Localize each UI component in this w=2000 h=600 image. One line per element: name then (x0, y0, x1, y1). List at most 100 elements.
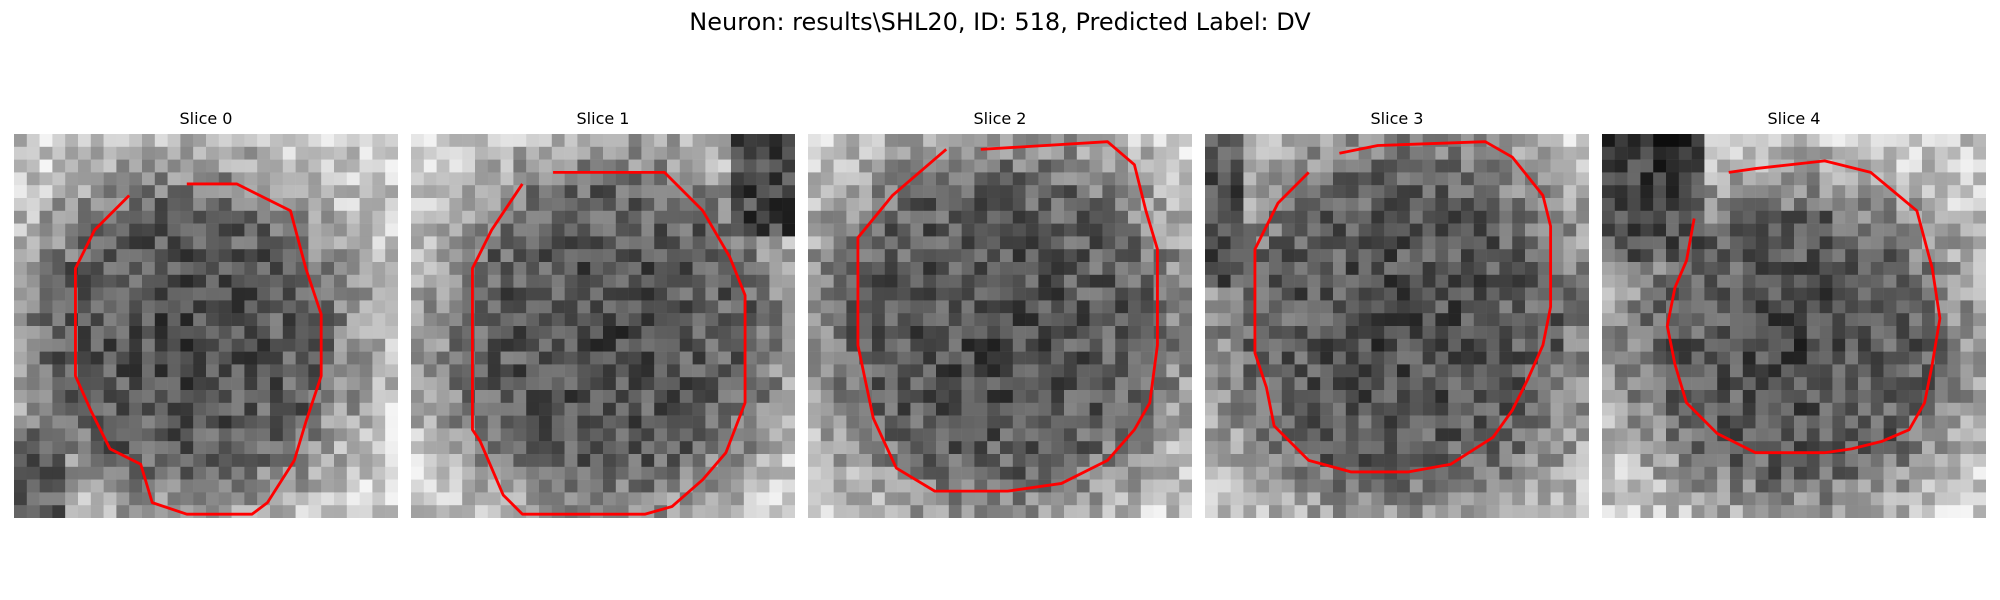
pixel (1140, 249, 1154, 263)
pixel (487, 134, 501, 148)
pixel (718, 172, 732, 186)
pixel (1973, 441, 1986, 455)
pixel (1666, 185, 1680, 199)
pixel (1115, 466, 1129, 480)
pixel (756, 415, 770, 429)
pixel (206, 249, 220, 263)
pixel (103, 428, 117, 442)
pixel (78, 300, 92, 314)
pixel (14, 428, 28, 442)
pixel (1230, 274, 1244, 288)
pixel (1307, 466, 1321, 480)
pixel (1281, 351, 1295, 365)
pixel (1717, 441, 1731, 455)
pixel (1371, 223, 1385, 237)
pixel (218, 428, 232, 442)
pixel (1076, 172, 1090, 186)
pixel (1819, 351, 1833, 365)
pixel (180, 146, 194, 160)
pixel (936, 159, 950, 173)
pixel (1064, 338, 1078, 352)
pixel (1896, 172, 1910, 186)
pixel (769, 223, 783, 237)
pixel (1089, 249, 1103, 263)
pixel (129, 159, 143, 173)
pixel (1614, 505, 1628, 518)
pixel (820, 402, 834, 416)
pixel (1755, 441, 1769, 455)
pixel (872, 338, 886, 352)
pixel (1333, 159, 1347, 173)
pixel (513, 441, 527, 455)
pixel (1409, 402, 1423, 416)
pixel (1166, 326, 1180, 340)
pixel (590, 274, 604, 288)
pixel (1345, 287, 1359, 301)
pixel (180, 338, 194, 352)
pixel (884, 338, 898, 352)
pixel (769, 236, 783, 250)
pixel (1025, 262, 1039, 276)
pixel (1115, 351, 1129, 365)
pixel (1576, 262, 1589, 276)
pixel (1000, 364, 1014, 378)
pixel (1435, 274, 1449, 288)
pixel (1896, 313, 1910, 327)
pixel (1691, 326, 1705, 340)
pixel (1806, 454, 1820, 468)
pixel (1730, 415, 1744, 429)
pixel (1140, 428, 1154, 442)
pixel (1806, 338, 1820, 352)
pixel (1666, 441, 1680, 455)
pixel (718, 351, 732, 365)
pixel (1153, 505, 1167, 518)
pixel (820, 313, 834, 327)
pixel (1499, 326, 1513, 340)
pixel (1179, 402, 1192, 416)
pixel (1896, 274, 1910, 288)
pixel (782, 441, 795, 455)
pixel (769, 287, 783, 301)
pixel (679, 172, 693, 186)
pixel (1704, 249, 1718, 263)
pixel (1461, 377, 1475, 391)
pixel (1307, 338, 1321, 352)
pixel (116, 351, 130, 365)
pixel (218, 466, 232, 480)
pixel (103, 402, 117, 416)
pixel (1602, 172, 1616, 186)
pixel (1025, 236, 1039, 250)
pixel (1845, 428, 1859, 442)
pixel (14, 223, 28, 237)
pixel (1269, 300, 1283, 314)
pixel (475, 402, 489, 416)
pixel (334, 505, 348, 518)
pixel (782, 479, 795, 493)
pixel (1140, 236, 1154, 250)
pixel (1934, 351, 1948, 365)
pixel (206, 377, 220, 391)
slice-0-title: Slice 0 (179, 109, 233, 128)
pixel (231, 313, 245, 327)
pixel (1614, 338, 1628, 352)
pixel (987, 390, 1001, 404)
pixel (1089, 185, 1103, 199)
pixel (910, 415, 924, 429)
pixel (39, 274, 53, 288)
pixel (1627, 159, 1641, 173)
pixel (52, 159, 66, 173)
pixel (244, 134, 258, 148)
pixel (743, 492, 757, 506)
pixel (936, 428, 950, 442)
pixel (769, 249, 783, 263)
pixel (231, 415, 245, 429)
pixel (90, 134, 104, 148)
pixel (936, 313, 950, 327)
pixel (679, 454, 693, 468)
pixel (705, 326, 719, 340)
pixel (1000, 287, 1014, 301)
pixel (769, 172, 783, 186)
pixel (1666, 466, 1680, 480)
pixel (1640, 351, 1654, 365)
pixel (987, 313, 1001, 327)
